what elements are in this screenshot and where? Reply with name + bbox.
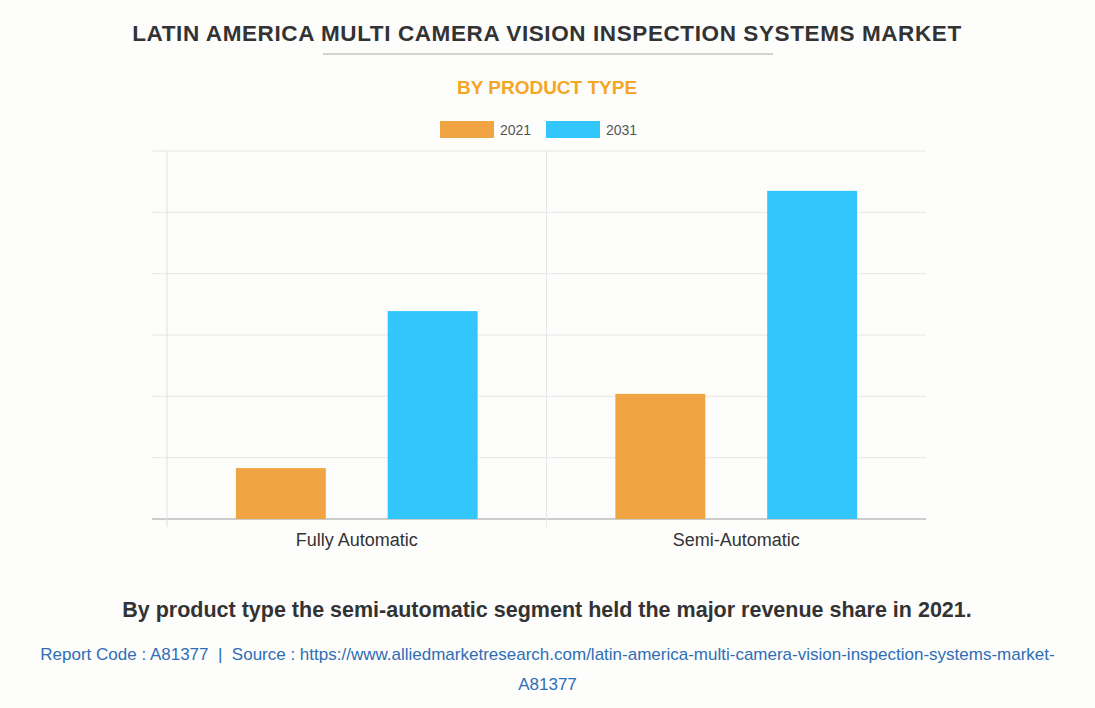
legend-label: 2031 xyxy=(606,122,637,138)
subtitle: BY PRODUCT TYPE xyxy=(457,77,637,98)
x-tick-label: Semi-Automatic xyxy=(673,530,800,550)
bars xyxy=(236,191,857,519)
grid-line xyxy=(152,151,926,152)
legend-label: 2021 xyxy=(500,122,531,138)
bar xyxy=(236,468,326,519)
bar xyxy=(615,394,705,519)
bar xyxy=(388,311,478,519)
y-axis-line xyxy=(167,151,168,527)
legend-swatch xyxy=(546,121,600,138)
chart: LATIN AMERICA MULTI CAMERA VISION INSPEC… xyxy=(0,0,1095,708)
title-underline xyxy=(323,54,773,55)
legend-swatch xyxy=(440,121,494,138)
bar xyxy=(767,191,857,519)
category-divider xyxy=(546,151,547,527)
x-tick-label: Fully Automatic xyxy=(296,530,418,550)
caption: By product type the semi-automatic segme… xyxy=(122,598,972,622)
title: LATIN AMERICA MULTI CAMERA VISION INSPEC… xyxy=(132,21,962,46)
source-note: Report Code : A81377 | Source : https://… xyxy=(30,640,1065,700)
